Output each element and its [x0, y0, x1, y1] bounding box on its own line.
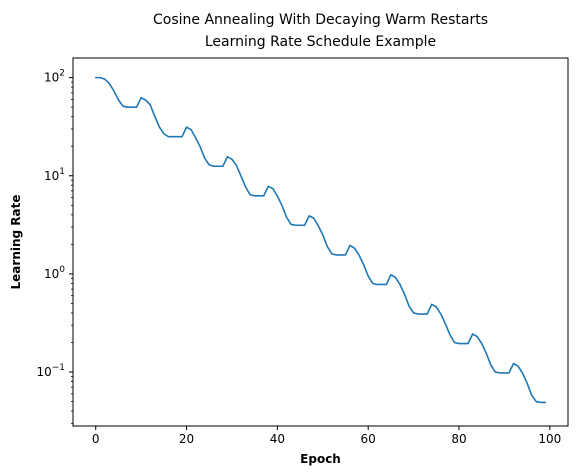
y-tick-label: 101 [44, 167, 65, 183]
x-tick-label: 20 [179, 432, 194, 446]
y-tick-label: 102 [44, 69, 65, 85]
y-tick-label: 100 [44, 265, 65, 281]
learning-rate-line [94, 76, 547, 404]
plot-group [94, 76, 547, 404]
plot-frame [72, 57, 569, 427]
x-tick-label: 80 [451, 432, 466, 446]
chart-title-line-1: Cosine Annealing With Decaying Warm Rest… [153, 12, 488, 28]
x-tick-label: 100 [538, 432, 561, 446]
y-axis-label: Learning Rate [9, 195, 23, 290]
x-tick-label: 0 [92, 432, 100, 446]
x-axis-label: Epoch [300, 452, 341, 466]
x-tick-label: 60 [361, 432, 376, 446]
y-tick-label: 10−1 [36, 363, 65, 379]
tick-group: 0 20 40 60 80 100 10−1 100 101 102 [36, 69, 561, 446]
x-tick-label: 40 [270, 432, 285, 446]
chart-title-line-2: Learning Rate Schedule Example [205, 34, 436, 50]
